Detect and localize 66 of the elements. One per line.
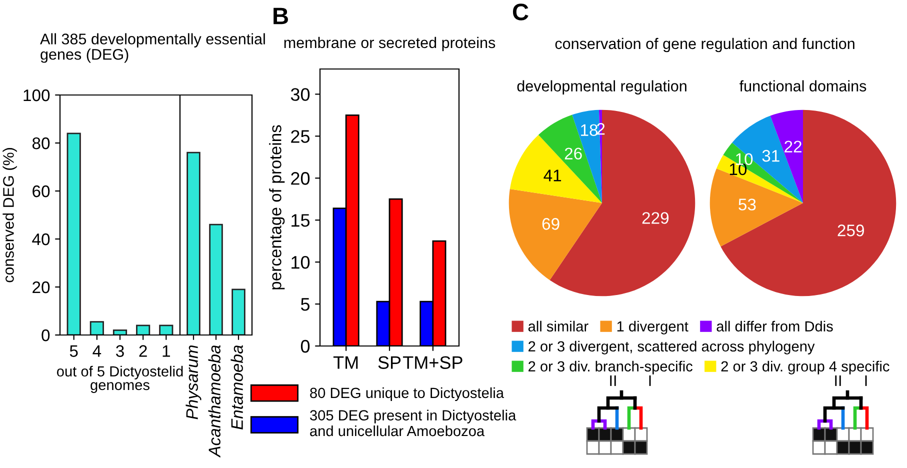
x-tick-label: 1	[162, 345, 170, 357]
legend-label: 2 or 3 div. group 4 specific	[721, 360, 890, 374]
chart-title: developmental regulation	[517, 80, 686, 95]
data-label: 229	[642, 212, 669, 224]
bar	[136, 324, 150, 335]
data-label: 41	[544, 170, 562, 182]
chart-title: All 385 developmentally essential genes (DEG)	[40, 33, 265, 63]
chart-title: functional domains	[740, 80, 866, 92]
text: B	[274, 8, 288, 24]
x-tick-label: Physarum	[186, 345, 202, 420]
data-label: 22	[784, 140, 802, 152]
y-tick-label: 0	[42, 329, 50, 342]
text: II	[610, 375, 616, 386]
legend-label: 1 divergent	[617, 320, 688, 334]
y-tick-label: 15	[292, 214, 310, 227]
y-axis-title: conserved DEG (%)	[2, 148, 17, 282]
legend-label: 2 or 3 div. branch-specific	[528, 360, 692, 374]
bar	[159, 324, 174, 335]
chart-title: membrane or secreted proteins	[284, 36, 496, 52]
data-label: 10	[730, 163, 747, 176]
bar	[90, 321, 104, 335]
text: I	[649, 375, 651, 386]
x-tick-label: 3	[116, 345, 124, 357]
data-label: 31	[762, 150, 780, 162]
y-tick-label: 30	[290, 88, 310, 101]
bar	[112, 330, 128, 335]
pie-slice	[720, 110, 896, 296]
y-tick-label: 40	[32, 233, 50, 246]
text: I	[865, 375, 867, 386]
x-tick-label: TM	[333, 356, 358, 369]
y-tick-label: 60	[32, 185, 50, 198]
legend-label: 80 DEG unique to Dictyostelia	[310, 387, 504, 401]
data-label: 2	[597, 123, 605, 135]
y-tick-label: 100	[24, 89, 50, 102]
legend-label: all differ from Ddis	[716, 320, 833, 332]
y-tick-label: 20	[291, 172, 310, 185]
legend-label: 2 or 3 divergent, scattered across phylogeny	[528, 340, 815, 354]
data-label: 18	[581, 124, 598, 136]
text: II	[835, 375, 841, 386]
data-label: 10	[736, 153, 753, 166]
data-label: 69	[542, 218, 560, 230]
text: C	[512, 4, 528, 20]
x-tick-label: Acanthamoeba	[208, 345, 220, 458]
data-label: 259	[838, 224, 864, 236]
y-tick-label: 25	[291, 130, 310, 143]
x-tick-label: 5	[70, 345, 78, 357]
chart-subtitle: conservation of gene regulation and function	[555, 38, 854, 52]
data-label: 53	[738, 198, 756, 210]
y-tick-label: 10	[292, 256, 310, 269]
y-axis-title: percentage of proteins	[269, 125, 285, 290]
x-tick-label: 2	[139, 345, 147, 357]
legend-label: all similar	[528, 320, 588, 332]
x-tick-label: 4	[92, 345, 102, 357]
x-tick-label: Entamoeba	[230, 345, 243, 430]
data-label: 26	[564, 148, 582, 160]
y-tick-label: 80	[32, 137, 50, 150]
bar	[66, 132, 81, 335]
y-tick-label: 0	[300, 340, 310, 353]
y-tick-label: 5	[300, 298, 310, 311]
x-tick-label: TM+SP	[402, 356, 462, 369]
pie-slice	[508, 188, 602, 280]
x-tick-label: SP	[378, 356, 401, 369]
pie-slice	[510, 134, 602, 203]
x-axis-title: out of 5 Dictyostelid genomes	[56, 366, 183, 394]
legend-label: 305 DEG present in Dictyostelia and unicellular Amoebozoa	[310, 410, 516, 436]
y-tick-label: 20	[32, 281, 50, 294]
